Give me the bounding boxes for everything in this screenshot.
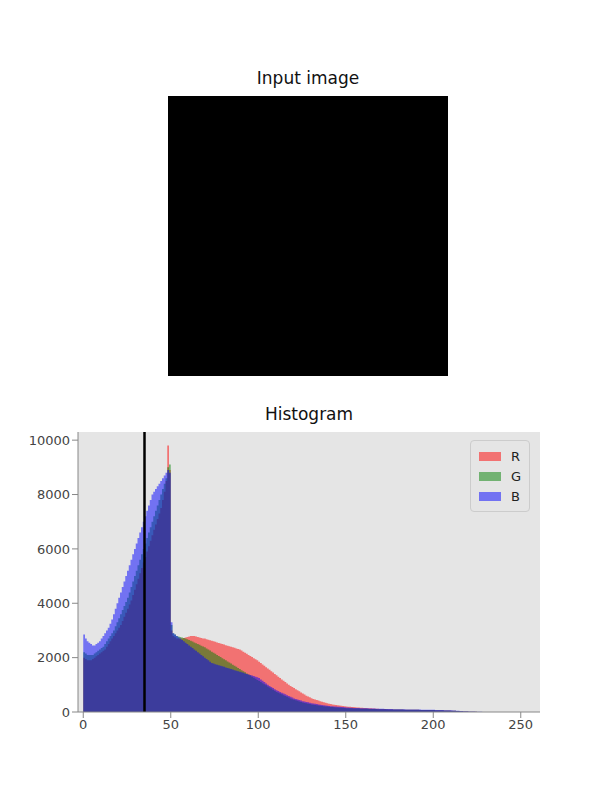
svg-text:50: 50 — [162, 717, 179, 732]
svg-text:100: 100 — [246, 717, 271, 732]
svg-text:0: 0 — [79, 717, 87, 732]
svg-text:4000: 4000 — [37, 596, 70, 611]
html-text:Histogram: Histogram — [264, 404, 354, 424]
svg-text:0: 0 — [62, 705, 70, 720]
svg-text:200: 200 — [421, 717, 446, 732]
svg-text:150: 150 — [333, 717, 358, 732]
svg-text:6000: 6000 — [37, 542, 70, 557]
svg-text:10000: 10000 — [29, 433, 70, 448]
html-text:G: G — [511, 468, 522, 484]
svg-text:8000: 8000 — [37, 487, 70, 502]
svg-text:2000: 2000 — [37, 650, 70, 665]
svg-text:250: 250 — [508, 717, 533, 732]
html-text:Input image: Input image — [256, 68, 360, 88]
html-text:B: B — [511, 488, 520, 504]
html-text:R: R — [511, 448, 520, 464]
